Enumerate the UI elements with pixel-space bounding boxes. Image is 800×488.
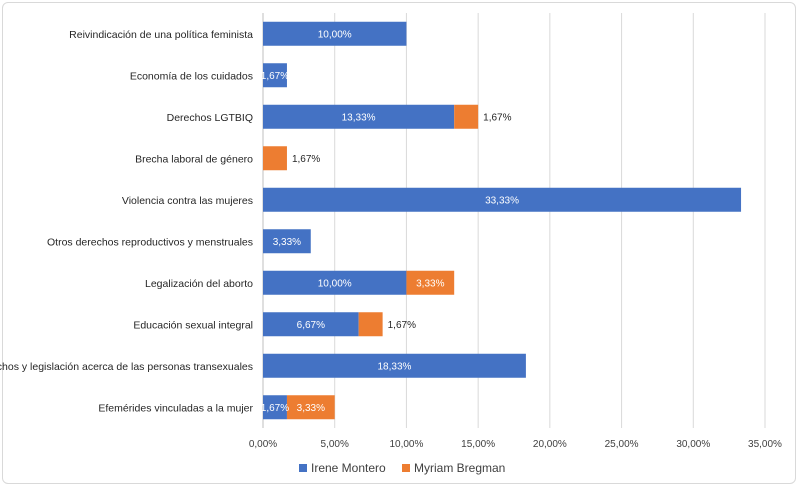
x-tick-label: 15,00% xyxy=(461,439,495,450)
data-label-irene-montero-efemerides-vinculadas-a-la-mujer: 1,67% xyxy=(261,403,289,414)
bar-irene-montero-efemerides-vinculadas-a-la-mujer xyxy=(263,395,287,420)
data-label-irene-montero-economia-de-los-cuidados: 1,67% xyxy=(261,71,289,82)
category-label-violencia-contra-las-mujeres: Violencia contra las mujeres xyxy=(122,195,253,207)
category-label-educacion-sexual-integral: Educación sexual integral xyxy=(133,319,253,331)
category-label-derechos-lgtbiq: Derechos LGTBIQ xyxy=(167,112,253,124)
data-label-myriam-bregman-brecha-laboral-de-genero: 1,67% xyxy=(292,154,320,165)
data-label-irene-montero-reivindicacion-de-una-politica-feminista: 10,00% xyxy=(318,29,352,40)
x-tick-label: 30,00% xyxy=(676,439,710,450)
x-tick-label: 20,00% xyxy=(533,439,567,450)
x-tick-label: 5,00% xyxy=(321,439,349,450)
x-tick-label: 10,00% xyxy=(389,439,423,450)
bar-irene-montero-reivindicacion-de-una-politica-feminista xyxy=(263,21,407,46)
bar-myriam-bregman-legalizacion-del-aborto xyxy=(406,270,455,295)
x-tick-label: 25,00% xyxy=(605,439,639,450)
data-label-irene-montero-violencia-contra-las-mujeres: 33,33% xyxy=(485,195,519,206)
legend-label-irene-montero: Irene Montero xyxy=(311,461,386,475)
data-label-myriam-bregman-legalizacion-del-aborto: 3,33% xyxy=(416,278,444,289)
bar-irene-montero-otros-derechos-reproductivos-y-menstruales xyxy=(263,229,311,254)
data-label-myriam-bregman-educacion-sexual-integral: 1,67% xyxy=(388,320,416,331)
legend-label-myriam-bregman: Myriam Bregman xyxy=(414,461,505,475)
bar-irene-montero-derechos-y-legislacion-acerca-de-las-personas-transexuales xyxy=(263,353,526,378)
legend-swatch-myriam-bregman xyxy=(402,464,410,472)
data-label-irene-montero-derechos-y-legislacion-acerca-de-las-personas-transexuales: 18,33% xyxy=(377,361,411,372)
bar-irene-montero-educacion-sexual-integral xyxy=(263,312,359,337)
data-label-irene-montero-derechos-lgtbiq: 13,33% xyxy=(342,112,376,123)
category-label-economia-de-los-cuidados: Economía de los cuidados xyxy=(130,70,253,82)
data-label-irene-montero-legalizacion-del-aborto: 10,00% xyxy=(318,278,352,289)
category-label-efemerides-vinculadas-a-la-mujer: Efemérides vinculadas a la mujer xyxy=(98,402,253,414)
x-tick-label: 0,00% xyxy=(249,439,277,450)
legend-swatch-irene-montero xyxy=(299,464,307,472)
bar-myriam-bregman-efemerides-vinculadas-a-la-mujer xyxy=(286,395,335,420)
data-label-myriam-bregman-efemerides-vinculadas-a-la-mujer: 3,33% xyxy=(297,403,325,414)
category-label-derechos-y-legislacion-acerca-de-las-personas-transexuales: Derechos y legislación acerca de las per… xyxy=(0,361,253,373)
category-label-legalizacion-del-aborto: Legalización del aborto xyxy=(145,278,253,290)
data-label-myriam-bregman-derechos-lgtbiq: 1,67% xyxy=(483,112,511,123)
data-label-irene-montero-educacion-sexual-integral: 6,67% xyxy=(297,320,325,331)
bar-irene-montero-legalizacion-del-aborto xyxy=(263,270,407,295)
category-label-otros-derechos-reproductivos-y-menstruales: Otros derechos reproductivos y menstrual… xyxy=(47,236,253,248)
bar-myriam-bregman-derechos-lgtbiq xyxy=(454,104,479,129)
label-layer: 0,00% 5,00% 10,00% 15,00% 20,00% 25,00% 30,00%… xyxy=(0,29,782,450)
data-label-irene-montero-otros-derechos-reproductivos-y-menstruales: 3,33% xyxy=(273,237,301,248)
bar-irene-montero-violencia-contra-las-mujeres xyxy=(263,187,742,212)
bar-irene-montero-derechos-lgtbiq xyxy=(263,104,455,129)
bar-layer xyxy=(263,21,742,420)
category-label-reivindicacion-de-una-politica-feminista: Reivindicación de una política feminista xyxy=(69,29,253,41)
legend: Irene Montero Myriam Bregman xyxy=(299,461,505,475)
bar-myriam-bregman-educacion-sexual-integral xyxy=(358,312,383,337)
category-label-brecha-laboral-de-genero: Brecha laboral de género xyxy=(135,153,253,165)
x-tick-label: 35,00% xyxy=(748,439,782,450)
bar-irene-montero-economia-de-los-cuidados xyxy=(263,63,287,88)
bar-myriam-bregman-brecha-laboral-de-genero xyxy=(263,146,287,171)
